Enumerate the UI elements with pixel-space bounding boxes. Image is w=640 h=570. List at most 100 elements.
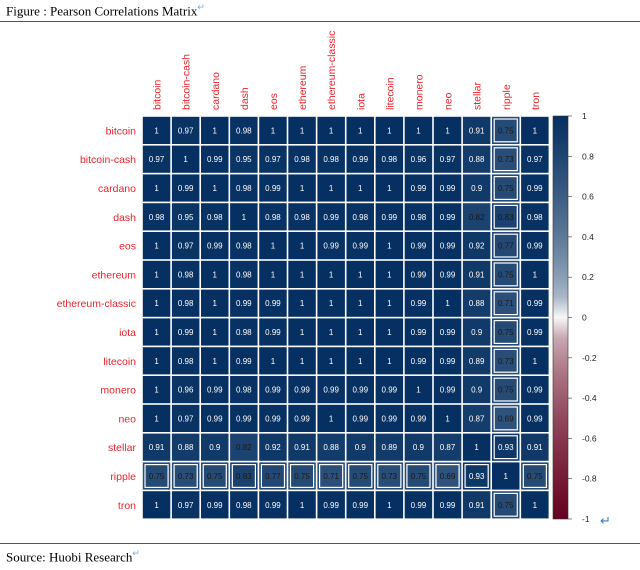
cell-value: 0.99 — [440, 184, 456, 193]
cell-value: 0.99 — [411, 270, 427, 279]
heatmap-cell — [142, 145, 171, 173]
cell-value: 0.99 — [352, 242, 368, 251]
cell-value: 0.96 — [411, 155, 427, 164]
heatmap-cell — [346, 491, 374, 519]
row-label: neo — [118, 413, 136, 425]
heatmap-cell — [142, 232, 171, 260]
cell-value: 0.98 — [236, 270, 252, 279]
heatmap-cell — [375, 491, 404, 519]
cell-value: 0.99 — [527, 242, 543, 251]
heatmap-cell — [201, 347, 229, 375]
column-label: cardano — [210, 72, 222, 110]
cell-value: 0.95 — [178, 213, 194, 222]
cell-value: 0.75 — [294, 472, 310, 481]
heatmap-cell — [171, 203, 200, 231]
cell-value: 1 — [329, 299, 334, 308]
highlight-box — [493, 320, 518, 345]
heatmap-cell — [521, 318, 549, 346]
heatmap-cell — [288, 376, 316, 404]
cell-value: 0.99 — [265, 414, 281, 423]
cell-value: 0.99 — [382, 386, 398, 395]
cell-value: 0.69 — [498, 414, 514, 423]
heatmap-cell — [171, 232, 200, 260]
heatmap-cell — [346, 260, 374, 288]
cell-value: 1 — [387, 270, 392, 279]
cell-value: 0.91 — [149, 443, 165, 452]
heatmap-cell — [404, 318, 433, 346]
cell-value: 0.98 — [207, 213, 223, 222]
column-label: monero — [413, 74, 425, 110]
cell-value: 1 — [329, 414, 334, 423]
heatmap-cell — [142, 404, 171, 432]
cell-value: 0.75 — [411, 472, 427, 481]
heatmap-cell — [171, 116, 200, 144]
heatmap-cell — [462, 462, 491, 490]
cell-value: 1 — [533, 501, 538, 510]
cell-value: 0.99 — [440, 213, 456, 222]
heatmap-cell — [317, 116, 345, 144]
legend-tick-label: -1 — [582, 514, 590, 524]
cell-value: 0.97 — [178, 242, 194, 251]
row-label: bitcoin — [106, 125, 137, 137]
bottom-rule — [0, 543, 640, 544]
cell-value: 1 — [358, 126, 363, 135]
heatmap-cell — [171, 462, 200, 490]
cell-value: 1 — [300, 270, 305, 279]
heatmap-cell — [404, 462, 433, 490]
cell-value: 1 — [271, 270, 276, 279]
heatmap-cell — [259, 347, 287, 375]
heatmap-cell — [462, 318, 491, 346]
cell-value: 1 — [300, 299, 305, 308]
highlight-box — [144, 464, 169, 489]
highlight-box — [493, 204, 518, 229]
highlight-box — [435, 464, 460, 489]
heatmap-cell — [346, 116, 374, 144]
cell-value: 1 — [154, 357, 159, 366]
cell-value: 0.83 — [498, 213, 514, 222]
column-label: ethereum-classic — [326, 31, 338, 110]
heatmap-cell — [375, 174, 404, 202]
cell-value: 0.91 — [294, 443, 310, 452]
cell-value: 0.99 — [527, 299, 543, 308]
cell-value: 1 — [154, 328, 159, 337]
heatmap-cell — [492, 462, 520, 490]
heatmap-cell — [433, 462, 462, 490]
highlight-box — [231, 464, 257, 489]
cell-value: 0.82 — [469, 213, 485, 222]
cell-value: 0.9 — [209, 443, 221, 452]
heatmap-cell — [230, 203, 258, 231]
heatmap-cell — [259, 404, 287, 432]
cell-value: 1 — [358, 299, 363, 308]
heatmap-cell — [404, 116, 433, 144]
legend-tick-label: 0.6 — [582, 192, 594, 202]
cell-value: 1 — [329, 184, 334, 193]
heatmap-cell — [521, 376, 549, 404]
legend-tick-label: 1 — [582, 111, 587, 121]
cell-value: 0.87 — [469, 414, 485, 423]
cell-value: 0.98 — [323, 155, 339, 164]
heatmap-cell — [259, 232, 287, 260]
cell-value: 0.99 — [352, 155, 368, 164]
cell-value: 0.88 — [323, 443, 339, 452]
heatmap-cell — [230, 491, 258, 519]
heatmap-cell — [521, 462, 549, 490]
heatmap-cell — [317, 174, 345, 202]
heatmap-cell — [346, 203, 374, 231]
heatmap-cell — [201, 289, 229, 317]
cell-value: 0.89 — [382, 443, 398, 452]
cell-value: 1 — [213, 126, 218, 135]
cell-value: 0.99 — [527, 414, 543, 423]
cell-value: 1 — [387, 299, 392, 308]
cell-value: 0.98 — [236, 386, 252, 395]
heatmap-cell — [462, 145, 491, 173]
cell-value: 0.88 — [469, 155, 485, 164]
cell-value: 1 — [533, 270, 538, 279]
cell-value: 0.89 — [469, 357, 485, 366]
heatmap-cell — [375, 404, 404, 432]
heatmap-cell — [317, 318, 345, 346]
heatmap-cell — [288, 491, 316, 519]
cell-value: 1 — [358, 328, 363, 337]
heatmap-cell — [521, 260, 549, 288]
cell-value: 1 — [358, 357, 363, 366]
cell-value: 1 — [154, 242, 159, 251]
